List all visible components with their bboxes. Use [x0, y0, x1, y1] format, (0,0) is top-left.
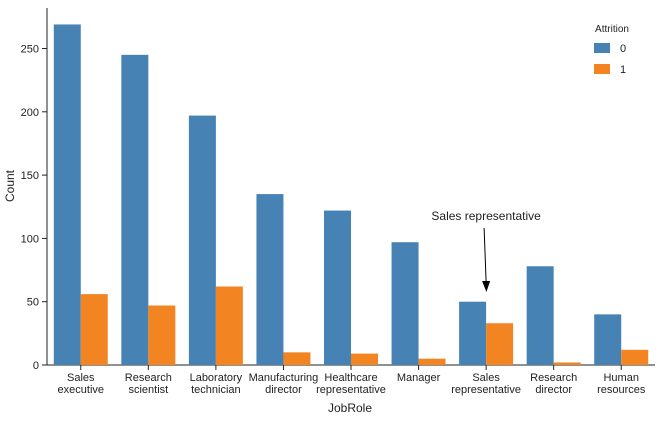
x-tick-label: Sales representative	[451, 372, 521, 396]
legend-swatch	[594, 64, 610, 74]
x-tick-label-line: Sales	[472, 372, 500, 384]
y-tick-label: 100	[21, 233, 39, 245]
y-axis-label: Count	[3, 169, 17, 202]
x-tick-label-line: resources	[597, 384, 646, 396]
annotation-arrow	[483, 227, 487, 283]
x-tick-label: Laboratory technician	[190, 372, 243, 396]
x-tick-label-line: representative	[316, 384, 386, 396]
x-tick-label-line: scientist	[128, 384, 168, 396]
x-tick-label-line: technician	[191, 384, 241, 396]
bar	[215, 286, 243, 365]
x-tick-label: Research scientist	[125, 372, 172, 396]
bar	[80, 294, 108, 365]
bar	[121, 54, 149, 366]
x-tick-label: Sales executive	[58, 372, 104, 396]
bar	[283, 352, 311, 365]
bar	[53, 24, 81, 365]
bar	[621, 349, 649, 365]
legend-label: 0	[620, 43, 626, 55]
y-tick-label: 50	[27, 297, 39, 309]
annotation-arrowhead	[482, 281, 491, 292]
y-tick-label: 250	[21, 44, 39, 56]
legend-title: Attrition	[595, 24, 629, 35]
x-tick-label-line: Healthcare	[324, 372, 377, 384]
x-tick-label: Manufacturing director	[249, 372, 319, 396]
x-tick-label-line: Manufacturing	[249, 372, 319, 384]
x-tick-label: Research director	[530, 372, 577, 396]
x-tick-label: Manager	[397, 372, 441, 384]
bar	[351, 353, 378, 365]
bar	[486, 323, 514, 365]
x-tick-label-line: executive	[58, 384, 104, 396]
x-tick-label-line: Research	[125, 372, 172, 384]
bar	[594, 314, 622, 365]
x-tick-label-line: representative	[451, 384, 521, 396]
y-tick-label: 150	[21, 170, 39, 182]
legend-swatch	[594, 43, 610, 53]
x-tick-label: Healthcare representative	[316, 372, 386, 396]
annotation: Sales representative	[431, 209, 541, 223]
legend-label: 1	[620, 64, 626, 76]
x-axis-label: JobRole	[328, 401, 372, 415]
x-tick-label-line: Human	[603, 372, 638, 384]
bar	[553, 362, 581, 365]
bar	[391, 242, 419, 365]
x-tick-label-line: Laboratory	[190, 372, 243, 384]
bar	[188, 115, 216, 365]
y-tick-label: 200	[21, 107, 39, 119]
x-tick-label-line: director	[265, 384, 302, 396]
y-tick-label: 0	[33, 360, 39, 372]
bar	[459, 301, 487, 365]
bar	[148, 305, 176, 365]
bar	[418, 358, 446, 365]
bar	[256, 194, 284, 365]
bar	[526, 266, 554, 365]
x-tick-label-line: director	[535, 384, 572, 396]
x-tick-label: Human resources	[597, 372, 646, 396]
x-tick-label-line: Sales	[67, 372, 95, 384]
bar	[324, 210, 351, 365]
x-tick-label-line: Research	[530, 372, 577, 384]
x-tick-label-line: Manager	[397, 372, 441, 384]
